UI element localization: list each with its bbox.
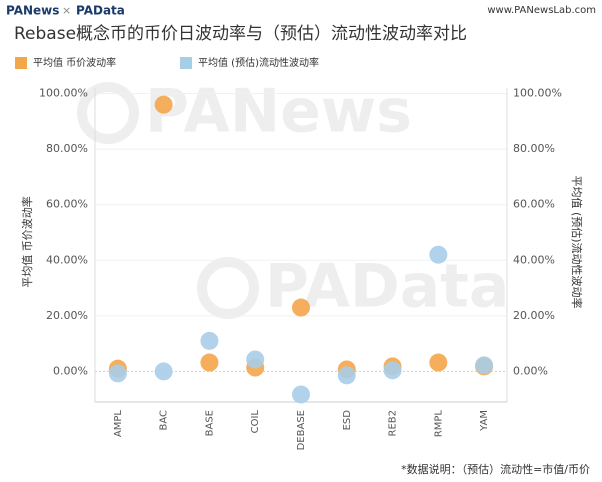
y2-axis-title: 平均值 (预估)流动性波动率 [570, 175, 584, 308]
y2-tick-label: 0.00% [513, 364, 548, 377]
brand: PAData [76, 4, 125, 18]
point [292, 385, 310, 404]
point [429, 245, 448, 264]
point [200, 353, 219, 372]
legend-swatch [15, 57, 27, 69]
x-tick-label: COIL [250, 410, 261, 434]
x-tick-label: AMPL [113, 410, 124, 437]
y-tick-label: 20.00% [46, 309, 88, 322]
point [429, 353, 448, 372]
y2-tick-label: 60.00% [513, 198, 555, 211]
y-tick-label: 60.00% [46, 198, 88, 211]
brand: PANews [6, 4, 59, 18]
y2-tick-label: 80.00% [513, 142, 555, 155]
legend-label: 平均值 币价波动率 [33, 56, 116, 69]
x-tick-label: DEBASE [296, 410, 307, 450]
point [154, 362, 173, 381]
point [292, 298, 310, 317]
x-tick-label: BAC [159, 410, 170, 431]
x-tick-label: REB2 [388, 410, 399, 437]
x-tick-label: BASE [204, 410, 215, 436]
y-tick-label: 40.00% [46, 253, 88, 266]
point [200, 331, 219, 350]
point [154, 95, 173, 114]
separator: × [62, 4, 71, 17]
y-tick-label: 0.00% [53, 364, 88, 377]
point [475, 356, 494, 375]
legend-label: 平均值 (预估)流动性波动率 [198, 56, 319, 69]
chart-title: Rebase概念币的币价日波动率与（预估）流动性波动率对比 [14, 23, 467, 44]
watermarks: PANews PAData [77, 77, 509, 322]
y-tick-label: 100.00% [39, 87, 88, 100]
x-tick-label: RMPL [433, 410, 444, 438]
point [337, 366, 356, 385]
url: www.PANewsLab.com [487, 5, 596, 16]
header: PANews × PAData www.PANewsLab.com [6, 4, 596, 18]
point [383, 361, 402, 380]
watermark-icon [77, 82, 139, 144]
legend-swatch [180, 57, 192, 69]
point [246, 350, 265, 369]
point [108, 364, 127, 383]
x-tick-label: ESD [342, 410, 353, 431]
y2-tick-label: 40.00% [513, 253, 555, 266]
watermark: PANews [145, 77, 412, 147]
footnote: *数据说明：（预估）流动性=市值/币价 [401, 462, 590, 476]
y-axis-title: 平均值 币价波动率 [20, 196, 34, 288]
y-tick-label: 80.00% [46, 142, 88, 155]
x-tick-label: YAM [479, 410, 490, 432]
y2-tick-label: 100.00% [513, 87, 562, 100]
watermark-icon [197, 257, 259, 319]
y2-tick-label: 20.00% [513, 309, 555, 322]
